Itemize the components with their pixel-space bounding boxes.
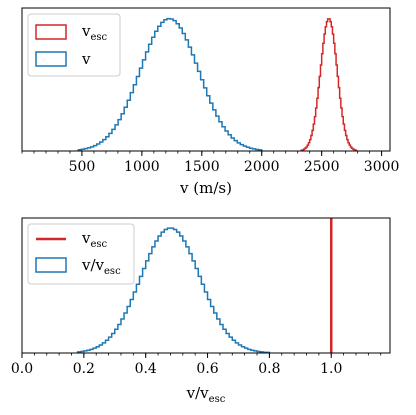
top-legend-label-vesc: vesc — [81, 22, 108, 43]
bottom-tick-label: 0.6 — [196, 361, 218, 377]
top-x-ticks: 500 1000 1500 2000 2500 3000 — [21, 151, 400, 175]
top-legend-label-vesc-sub: esc — [90, 32, 107, 43]
bottom-legend-label-vesc: vesc — [81, 229, 108, 250]
bottom-series-layer — [76, 218, 333, 354]
bottom-x-axis-label: v/vesc — [186, 384, 226, 405]
bottom-tick-label: 1.0 — [320, 361, 342, 377]
top-plot-frame — [21, 7, 391, 152]
top-tick-label: 2000 — [244, 159, 280, 175]
bottom-tick-label: 0.0 — [11, 361, 33, 377]
bottom-hist-v-v-esc — [76, 227, 271, 354]
bottom-legend-label-ratio-main: v/v — [81, 256, 105, 274]
top-tick-label: 3000 — [364, 159, 400, 175]
bottom-legend-swatch-ratio — [35, 257, 67, 273]
top-hist-v — [77, 17, 263, 151]
bottom-legend-label-vesc-main: v — [81, 229, 91, 247]
bottom-tick-label: 0.8 — [258, 361, 280, 377]
bottom-histogram-panel: 0.0 0.2 0.4 0.6 0.8 1.0 v/vesc vesc v/vesc — [11, 217, 391, 405]
top-legend-swatch-vesc — [35, 24, 67, 40]
top-legend-swatch-v — [35, 51, 67, 67]
bottom-tick-label: 0.4 — [135, 361, 157, 377]
bottom-legend-label-vesc-sub: esc — [90, 239, 107, 250]
bottom-tick-label: 0.2 — [73, 361, 95, 377]
top-tick-label: 1000 — [124, 159, 160, 175]
top-histogram-panel: 500 1000 1500 2000 2500 3000 v (m/s) vesc v — [21, 7, 400, 197]
top-legend-box — [27, 13, 121, 77]
bottom-x-ticks: 0.0 0.2 0.4 0.6 0.8 1.0 — [11, 353, 382, 377]
top-legend-label-v: v — [81, 50, 91, 68]
top-tick-label: 2500 — [304, 159, 340, 175]
top-legend: vesc v — [27, 13, 121, 77]
top-x-axis-label: v (m/s) — [179, 179, 232, 197]
bottom-legend-label-ratio-sub: esc — [104, 266, 121, 277]
bottom-x-axis-label-main: v/v — [186, 384, 210, 402]
bottom-plot-frame — [21, 217, 391, 354]
top-tick-label: 500 — [69, 159, 96, 175]
top-legend-label-vesc-main: v — [81, 22, 91, 40]
top-series-layer — [77, 17, 358, 151]
bottom-x-axis-label-sub: esc — [209, 394, 226, 405]
bottom-legend: vesc v/vesc — [27, 223, 135, 285]
bottom-legend-label-ratio: v/vesc — [81, 256, 121, 277]
top-hist-v-esc — [300, 18, 358, 151]
top-tick-label: 1500 — [184, 159, 220, 175]
